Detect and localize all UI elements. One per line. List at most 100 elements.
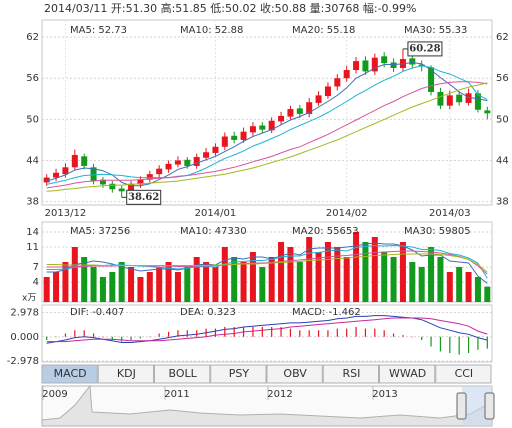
candle-body xyxy=(296,108,303,114)
macd-bar xyxy=(55,336,57,338)
macd-bar xyxy=(271,326,273,337)
indicator-tab[interactable] xyxy=(435,364,492,384)
candle-body xyxy=(71,154,78,168)
candle-body xyxy=(465,93,472,103)
y-tick-label: -2.978 xyxy=(7,356,39,367)
tab-label: KDJ xyxy=(117,367,136,380)
candle-body xyxy=(128,183,135,192)
y-tick-label-right: 50 xyxy=(496,114,509,125)
macd-bar xyxy=(289,328,292,337)
y-tick-label: 2.978 xyxy=(10,308,39,319)
candle-body xyxy=(315,95,322,103)
navigator-handle[interactable] xyxy=(456,392,467,420)
candle-body xyxy=(137,179,144,185)
volume-bar xyxy=(437,257,444,302)
volume-bar xyxy=(278,242,285,302)
tab-label: RSI xyxy=(342,367,360,380)
macd-bar xyxy=(121,336,123,342)
candle-body xyxy=(259,125,266,130)
volume-bar xyxy=(109,272,116,302)
volume-bar xyxy=(446,272,453,302)
legend-entry: MA20: 55.18 xyxy=(292,25,355,36)
y-tick-label-right: 44 xyxy=(496,155,509,166)
volume-bar xyxy=(409,262,416,302)
indicator-tab[interactable] xyxy=(210,364,267,384)
annotation-box xyxy=(126,189,162,205)
navigator-label: 2011 xyxy=(164,389,189,400)
y-tick-label: 14 xyxy=(26,227,39,238)
x-tick-label: 2014/03 xyxy=(429,208,471,219)
ma-line xyxy=(46,253,488,273)
macd-bar xyxy=(355,326,357,337)
candle-body xyxy=(409,58,416,65)
macd-bar xyxy=(92,333,95,337)
y-tick-label: 50 xyxy=(26,114,39,125)
macd-bar xyxy=(167,331,170,337)
candle-body xyxy=(343,70,350,79)
candle-body xyxy=(381,56,388,64)
x-tick-label: 2014/01 xyxy=(195,208,237,219)
y-tick-label: 0.000 xyxy=(10,332,39,343)
volume-bar xyxy=(371,237,378,302)
legend-entry: MA20: 55653 xyxy=(292,226,359,237)
volume-bar xyxy=(221,247,228,302)
macd-bar xyxy=(252,326,254,337)
candle-body xyxy=(268,120,275,131)
candle-body xyxy=(484,110,491,114)
candle-body xyxy=(428,67,435,92)
legend-entry: MA30: 55.33 xyxy=(404,25,467,36)
macd-bar xyxy=(430,336,432,347)
indicator-tab[interactable] xyxy=(154,364,211,384)
indicator-tab[interactable] xyxy=(266,364,323,384)
volume-bar xyxy=(184,267,191,302)
volume-bar xyxy=(324,242,331,302)
volume-bar xyxy=(90,267,97,302)
indicator-tab[interactable] xyxy=(379,364,436,384)
macd-bar xyxy=(224,326,226,337)
candle-body xyxy=(240,131,247,140)
macd-bar xyxy=(186,330,188,337)
y-tick-label: 62 xyxy=(26,32,39,43)
tab-label: MACD xyxy=(54,367,87,380)
tab-label: WWAD xyxy=(389,367,426,380)
candle-body xyxy=(371,57,378,72)
info-bar: 2014/03/11 开:51.30 高:51.85 低:50.02 收:50.… xyxy=(44,1,417,15)
volume-bar xyxy=(306,237,313,302)
macd-bar xyxy=(336,328,338,337)
x-tick-label: 2014/02 xyxy=(326,208,368,219)
candle-body xyxy=(446,95,453,106)
indicator-tab[interactable] xyxy=(41,364,98,384)
tab-label: OBV xyxy=(283,367,307,380)
candle-body xyxy=(165,163,172,170)
volume-bar xyxy=(118,262,125,302)
macd-bar xyxy=(392,333,395,337)
volume-bar xyxy=(137,277,144,302)
tab-label: PSY xyxy=(229,367,250,380)
candle-body xyxy=(203,152,210,158)
navigator-handle[interactable] xyxy=(484,392,495,420)
legend-entry: MA10: 47330 xyxy=(180,226,247,237)
y-tick-label: 4 xyxy=(33,277,39,288)
indicator-tab[interactable] xyxy=(322,364,379,384)
candle-body xyxy=(156,168,163,175)
legend-entry: MA5: 37256 xyxy=(70,226,130,237)
volume-bar xyxy=(353,232,360,302)
x-tick-label: 2013/12 xyxy=(45,208,87,219)
navigator-label: 2009 xyxy=(42,389,67,400)
candle-body xyxy=(334,78,341,87)
macd-bar xyxy=(364,328,367,337)
candle-body xyxy=(418,64,425,66)
indicator-tab[interactable] xyxy=(97,364,154,384)
volume-bar xyxy=(428,247,435,302)
macd-bar xyxy=(439,336,442,352)
macd-frame xyxy=(41,304,493,363)
macd-bar xyxy=(421,336,423,341)
macd-bar xyxy=(467,336,470,354)
macd-bar xyxy=(46,336,48,341)
volume-bar xyxy=(334,247,341,302)
navigator-label: 2013 xyxy=(372,389,397,400)
volume-bar xyxy=(231,257,238,302)
legend-entry: MA30: 59805 xyxy=(404,226,471,237)
candle-body xyxy=(231,135,238,140)
